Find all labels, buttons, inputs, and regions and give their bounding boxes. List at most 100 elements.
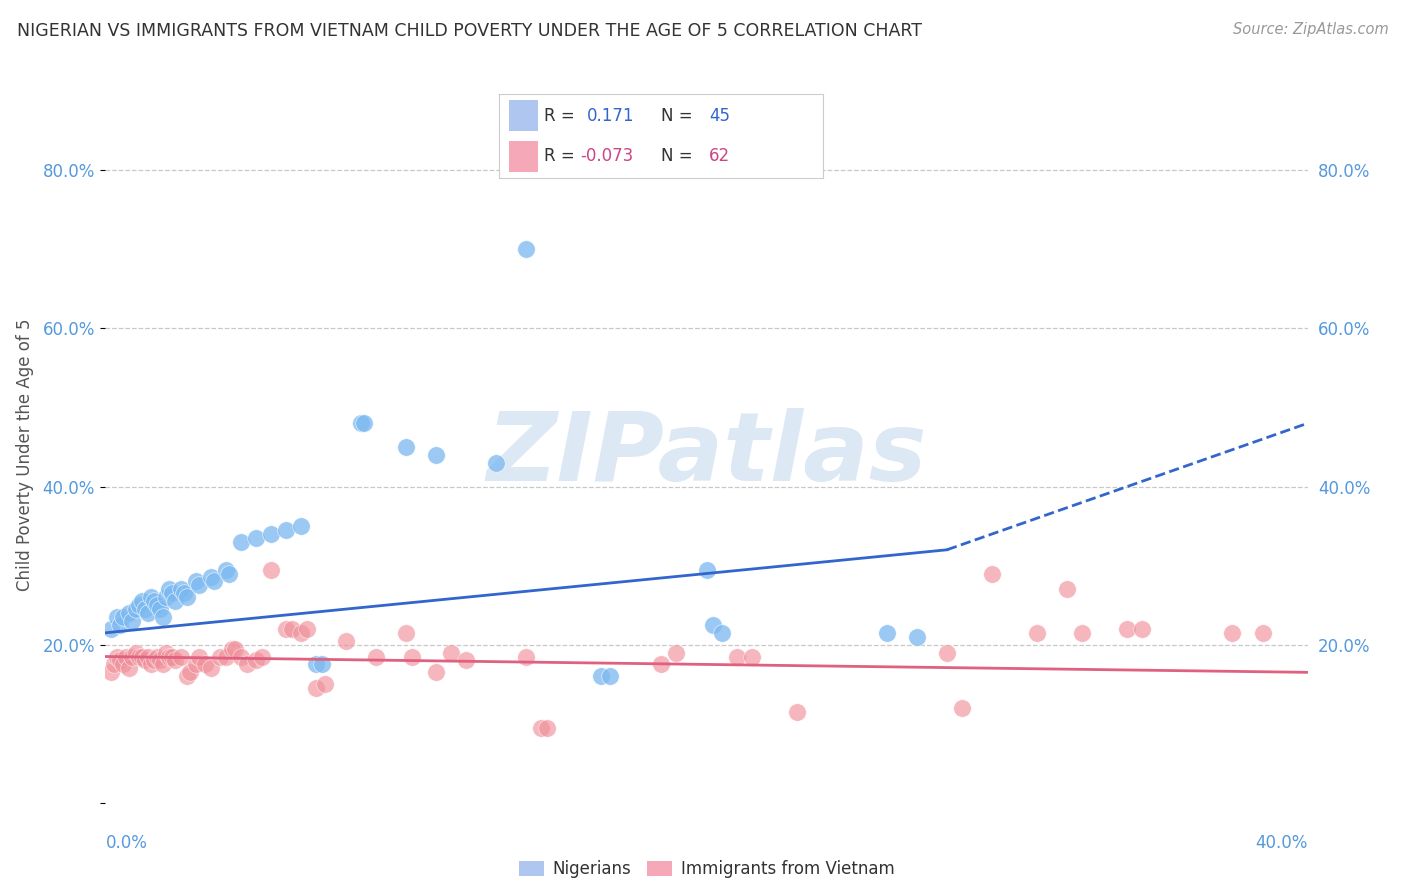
Text: Source: ZipAtlas.com: Source: ZipAtlas.com <box>1233 22 1389 37</box>
Point <box>155 591 177 605</box>
Point <box>148 602 170 616</box>
Point <box>950 701 973 715</box>
Point <box>169 649 191 664</box>
Point <box>200 661 222 675</box>
Point <box>786 705 808 719</box>
Point <box>176 669 198 683</box>
Point <box>110 618 132 632</box>
Point <box>599 669 621 683</box>
Point <box>136 649 159 664</box>
Point <box>981 566 1004 581</box>
Point <box>454 653 477 667</box>
Point <box>121 614 143 628</box>
Point <box>152 657 174 672</box>
Point <box>118 606 141 620</box>
Point <box>250 649 273 664</box>
Point <box>905 630 928 644</box>
Point <box>187 578 209 592</box>
Point <box>157 649 180 664</box>
Point <box>425 665 447 680</box>
Text: R =: R = <box>544 107 575 125</box>
Text: 0.0%: 0.0% <box>105 834 148 852</box>
Point <box>139 657 162 672</box>
Point <box>515 243 537 257</box>
Point <box>128 598 150 612</box>
Point <box>142 594 165 608</box>
Bar <box>509 141 538 171</box>
Point <box>131 649 153 664</box>
Text: R =: R = <box>544 147 575 165</box>
Point <box>163 594 186 608</box>
Point <box>128 649 150 664</box>
Text: ZIPatlas: ZIPatlas <box>486 409 927 501</box>
Point <box>305 657 328 672</box>
Point <box>1251 625 1274 640</box>
Point <box>142 653 165 667</box>
Point <box>1026 625 1049 640</box>
Text: 40.0%: 40.0% <box>1256 834 1308 852</box>
Point <box>936 646 959 660</box>
Point <box>163 653 186 667</box>
Point <box>235 657 257 672</box>
Point <box>440 646 463 660</box>
Point <box>1222 625 1244 640</box>
Point <box>202 574 225 589</box>
Point <box>290 625 312 640</box>
Point <box>107 610 129 624</box>
Point <box>134 602 156 616</box>
Point <box>100 665 122 680</box>
Point <box>725 649 748 664</box>
Point <box>876 625 898 640</box>
Point <box>1071 625 1094 640</box>
Point <box>696 563 718 577</box>
Text: 62: 62 <box>710 147 731 165</box>
Point <box>665 646 688 660</box>
Point <box>124 646 146 660</box>
Point <box>118 661 141 675</box>
Point <box>121 649 143 664</box>
Point <box>110 653 132 667</box>
Point <box>100 622 122 636</box>
Point <box>131 594 153 608</box>
Point <box>229 534 252 549</box>
Point <box>107 649 129 664</box>
Point <box>485 456 508 470</box>
Text: NIGERIAN VS IMMIGRANTS FROM VIETNAM CHILD POVERTY UNDER THE AGE OF 5 CORRELATION: NIGERIAN VS IMMIGRANTS FROM VIETNAM CHIL… <box>17 22 922 40</box>
Point <box>395 625 418 640</box>
Point <box>710 625 733 640</box>
Point <box>200 570 222 584</box>
Point <box>274 523 297 537</box>
Point <box>115 649 138 664</box>
Text: 0.171: 0.171 <box>586 107 634 125</box>
Point <box>112 657 135 672</box>
Point <box>350 417 373 431</box>
Point <box>218 566 240 581</box>
Point <box>515 649 537 664</box>
Point <box>145 649 167 664</box>
Point <box>591 669 613 683</box>
Point <box>314 677 336 691</box>
Point <box>274 622 297 636</box>
Bar <box>509 101 538 131</box>
Point <box>139 591 162 605</box>
Point <box>741 649 763 664</box>
Point <box>169 582 191 597</box>
Point <box>152 610 174 624</box>
Point <box>1130 622 1153 636</box>
Point <box>221 641 243 656</box>
Point <box>260 563 283 577</box>
Point <box>245 531 267 545</box>
Text: 45: 45 <box>710 107 730 125</box>
Point <box>650 657 672 672</box>
Point <box>395 440 418 454</box>
Point <box>1056 582 1078 597</box>
Text: N =: N = <box>661 147 692 165</box>
Point <box>134 653 156 667</box>
Point <box>208 649 231 664</box>
Point <box>425 448 447 462</box>
Text: N =: N = <box>661 107 692 125</box>
Point <box>194 657 217 672</box>
Point <box>103 657 125 672</box>
Point <box>173 586 195 600</box>
Point <box>112 610 135 624</box>
